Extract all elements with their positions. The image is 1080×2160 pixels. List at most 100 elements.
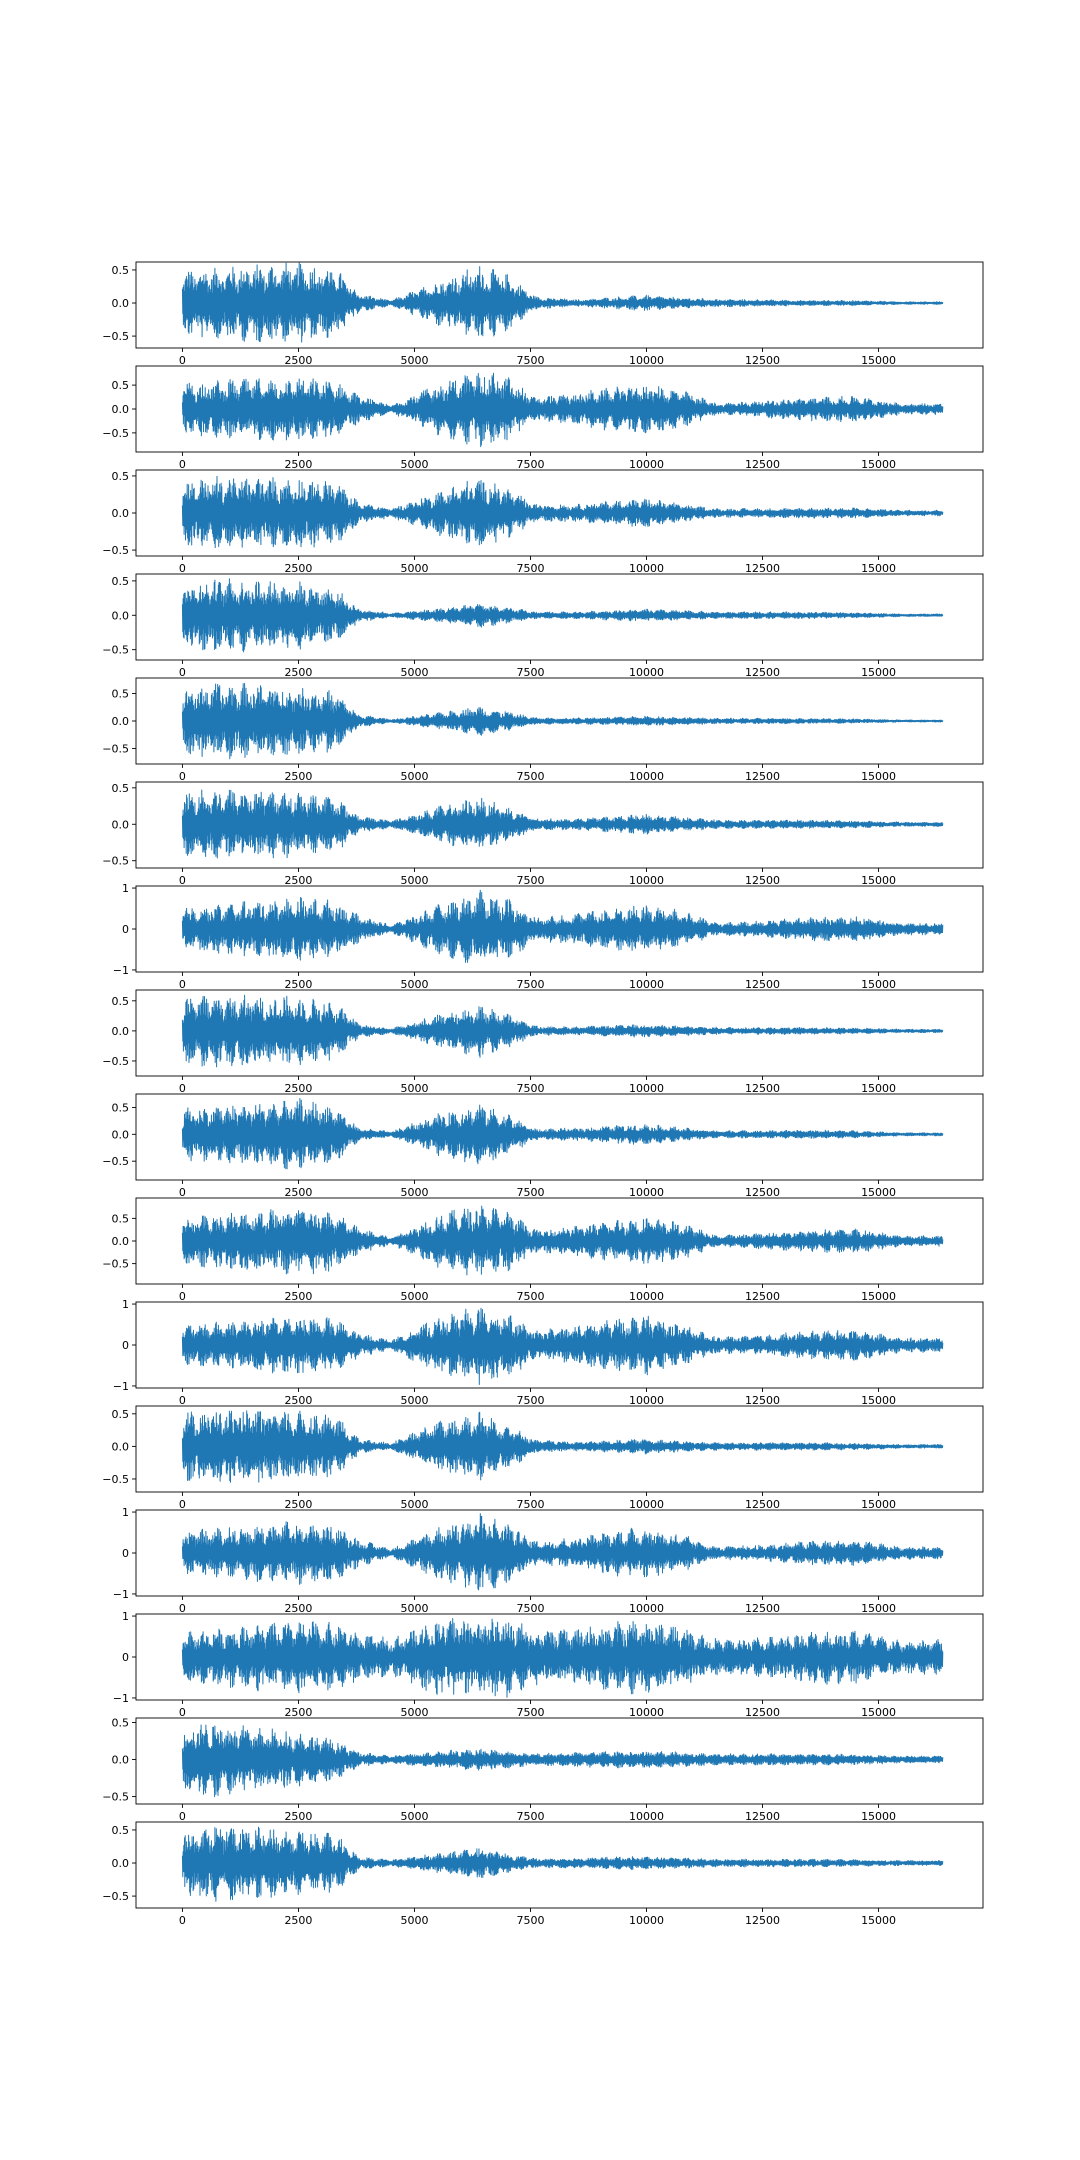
x-tick-label: 10000 (629, 874, 664, 887)
x-tick-label: 0 (179, 1914, 186, 1927)
subplot-4: 0 2500 5000 7500 10000 12500 15000 −0.5 0.0 0.5 (102, 573, 984, 679)
y-tick-label: 0.5 (112, 264, 130, 277)
x-tick-label: 15000 (861, 1082, 896, 1095)
x-tick-label: 0 (179, 1706, 186, 1719)
x-tick-label: 5000 (400, 1082, 428, 1095)
waveform-line (181, 1410, 944, 1483)
y-tick-label: 0.0 (112, 403, 130, 416)
x-tick-label: 0 (179, 1394, 186, 1407)
axes-frame (135, 573, 984, 661)
x-tick-label: 10000 (629, 1914, 664, 1927)
x-tick-label: 10000 (629, 1290, 664, 1303)
axes-frame (135, 1093, 984, 1181)
x-tick-label: 5000 (400, 1186, 428, 1199)
waveform-line (181, 889, 944, 963)
x-tick-label: 15000 (861, 1498, 896, 1511)
x-tick-label: 12500 (745, 1498, 780, 1511)
subplot-7: 0 2500 5000 7500 10000 12500 15000 −1 0 1 (113, 882, 984, 991)
x-tick-label: 2500 (284, 458, 312, 471)
y-tick-label: −0.5 (102, 1473, 129, 1486)
y-tick-label: −0.5 (102, 1890, 129, 1903)
x-tick-label: 5000 (400, 874, 428, 887)
y-tick-label: 0.0 (112, 297, 130, 310)
y-tick-label: 0.5 (112, 1408, 130, 1421)
y-tick-label: −0.5 (102, 1791, 129, 1804)
x-tick-label: 15000 (861, 1290, 896, 1303)
x-tick-label: 5000 (400, 1394, 428, 1407)
y-tick-label: −1 (113, 1588, 129, 1601)
x-tick-label: 7500 (516, 354, 544, 367)
x-tick-label: 0 (179, 874, 186, 887)
x-tick-label: 5000 (400, 1706, 428, 1719)
x-tick-label: 10000 (629, 1810, 664, 1823)
x-tick-label: 2500 (284, 978, 312, 991)
subplot-9: 0 2500 5000 7500 10000 12500 15000 −0.5 0.0 0.5 (102, 1093, 984, 1199)
x-tick-label: 5000 (400, 1914, 428, 1927)
x-tick-label: 2500 (284, 1602, 312, 1615)
y-tick-label: 0.5 (112, 1101, 130, 1114)
y-tick-label: 0.0 (112, 609, 130, 622)
x-tick-label: 15000 (861, 1186, 896, 1199)
x-tick-label: 12500 (745, 1810, 780, 1823)
axes-frame (135, 781, 984, 869)
x-tick-label: 5000 (400, 770, 428, 783)
x-tick-label: 7500 (516, 978, 544, 991)
y-tick-label: 0.5 (112, 1716, 130, 1729)
axes-frame (135, 989, 984, 1077)
waveform-line (181, 1098, 944, 1170)
y-tick-label: 0.0 (112, 1025, 130, 1038)
waveform-line (181, 682, 944, 760)
x-tick-label: 7500 (516, 458, 544, 471)
y-tick-label: 0 (122, 923, 129, 936)
x-tick-label: 5000 (400, 458, 428, 471)
y-tick-label: 1 (122, 882, 129, 895)
x-tick-label: 0 (179, 1810, 186, 1823)
x-tick-label: 7500 (516, 1706, 544, 1719)
x-tick-label: 15000 (861, 1394, 896, 1407)
y-tick-label: 0.0 (112, 715, 130, 728)
y-tick-label: 0.0 (112, 1235, 130, 1248)
y-tick-label: −1 (113, 964, 129, 977)
axes-frame (135, 1821, 984, 1909)
x-tick-label: 7500 (516, 770, 544, 783)
x-tick-label: 10000 (629, 1186, 664, 1199)
x-tick-label: 15000 (861, 1810, 896, 1823)
y-tick-label: −0.5 (102, 743, 129, 756)
subplot-8: 0 2500 5000 7500 10000 12500 15000 −0.5 0.0 0.5 (102, 989, 984, 1095)
y-tick-label: 1 (122, 1610, 129, 1623)
x-tick-label: 12500 (745, 458, 780, 471)
x-tick-label: 2500 (284, 770, 312, 783)
x-tick-label: 0 (179, 1186, 186, 1199)
x-tick-label: 5000 (400, 562, 428, 575)
x-tick-label: 0 (179, 666, 186, 679)
x-tick-label: 0 (179, 354, 186, 367)
x-tick-label: 2500 (284, 1498, 312, 1511)
x-tick-label: 12500 (745, 1082, 780, 1095)
x-tick-label: 5000 (400, 1290, 428, 1303)
y-tick-label: 0.0 (112, 507, 130, 520)
x-tick-label: 7500 (516, 562, 544, 575)
y-tick-label: 0.5 (112, 575, 130, 588)
x-tick-label: 0 (179, 978, 186, 991)
x-tick-label: 15000 (861, 978, 896, 991)
subplot-11: 0 2500 5000 7500 10000 12500 15000 −1 0 1 (113, 1298, 984, 1407)
x-tick-label: 2500 (284, 1394, 312, 1407)
x-tick-label: 2500 (284, 1914, 312, 1927)
x-tick-label: 2500 (284, 1082, 312, 1095)
x-tick-label: 10000 (629, 1498, 664, 1511)
waveform-line (181, 1724, 944, 1798)
x-tick-label: 12500 (745, 1290, 780, 1303)
x-tick-label: 7500 (516, 874, 544, 887)
x-tick-label: 0 (179, 770, 186, 783)
x-tick-label: 2500 (284, 354, 312, 367)
x-tick-label: 7500 (516, 1498, 544, 1511)
y-tick-label: 0.0 (112, 818, 130, 831)
x-tick-label: 5000 (400, 354, 428, 367)
x-tick-label: 2500 (284, 1706, 312, 1719)
subplot-5: 0 2500 5000 7500 10000 12500 15000 −0.5 0.0 0.5 (102, 677, 984, 783)
x-tick-label: 7500 (516, 1290, 544, 1303)
y-tick-label: −0.5 (102, 427, 129, 440)
y-tick-label: 0.5 (112, 379, 130, 392)
x-tick-label: 2500 (284, 874, 312, 887)
axes-frame (135, 1717, 984, 1805)
